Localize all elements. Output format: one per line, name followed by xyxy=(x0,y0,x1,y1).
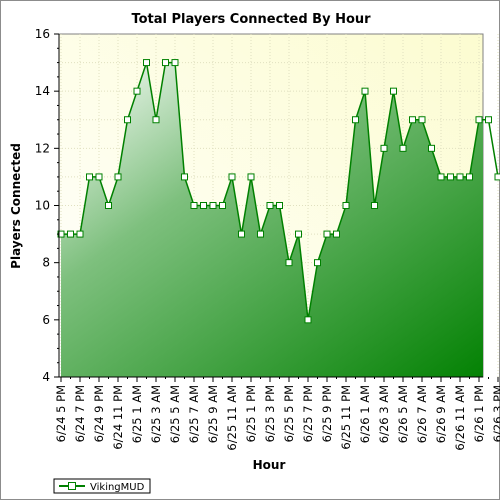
y-tick-label: 6 xyxy=(42,313,50,327)
data-point xyxy=(428,144,435,152)
legend-swatch-marker xyxy=(68,482,76,490)
series-area-vikingmud xyxy=(61,62,483,377)
data-point xyxy=(86,173,93,181)
legend-box xyxy=(53,478,151,494)
x-tick-label: 6/25 3 PM xyxy=(263,385,277,442)
data-point xyxy=(418,116,426,124)
y-tick-label: 10 xyxy=(35,199,50,213)
x-tick-label: 6/26 3 PM xyxy=(491,385,500,442)
legend: VikingMUD xyxy=(53,478,151,494)
x-axis-label: Hour xyxy=(253,458,286,472)
data-point xyxy=(409,116,416,124)
data-point xyxy=(295,230,302,238)
data-point xyxy=(247,173,255,181)
data-point xyxy=(124,116,131,124)
data-point xyxy=(209,202,217,209)
x-tick-label: 6/26 1 PM xyxy=(472,385,486,442)
data-point xyxy=(105,202,112,209)
x-tick-label: 6/25 9 AM xyxy=(206,385,220,443)
series-points xyxy=(57,59,500,324)
data-point xyxy=(342,202,350,209)
data-point xyxy=(494,173,500,181)
data-point xyxy=(76,230,84,238)
x-tick-label: 6/25 9 PM xyxy=(320,385,334,442)
data-point xyxy=(314,259,321,267)
data-point xyxy=(257,230,264,238)
x-tick-label: 6/25 3 AM xyxy=(149,385,163,443)
data-point xyxy=(456,173,464,181)
y-tick-label: 4 xyxy=(42,370,50,384)
data-point xyxy=(67,230,74,238)
x-tick-label: 6/26 7 AM xyxy=(415,385,429,443)
data-point xyxy=(447,173,454,181)
x-tick-label: 6/26 3 AM xyxy=(377,385,391,443)
y-tick-label: 12 xyxy=(35,141,50,155)
data-point xyxy=(181,173,188,181)
data-point xyxy=(152,116,160,124)
data-point xyxy=(143,59,150,67)
y-tick-label: 8 xyxy=(42,256,50,270)
x-tick-label: 6/25 1 PM xyxy=(244,385,258,442)
x-tick-label: 6/26 9 AM xyxy=(434,385,448,443)
y-axis-label: Players Connected xyxy=(9,143,23,269)
data-point xyxy=(304,316,312,324)
x-tick-label: 6/25 5 AM xyxy=(168,385,182,443)
y-tick-label: 14 xyxy=(35,84,50,98)
data-point xyxy=(485,116,492,124)
chart-title: Total Players Connected By Hour xyxy=(131,12,371,27)
data-point xyxy=(200,202,207,209)
x-tick-label: 6/25 1 AM xyxy=(130,385,144,443)
y-tick-label: 16 xyxy=(35,27,50,41)
x-tick-label: 6/24 11 PM xyxy=(111,385,125,450)
data-point xyxy=(371,202,378,209)
data-point xyxy=(352,116,359,124)
x-tick-label: 6/24 5 PM xyxy=(54,385,68,442)
y-axis-ticks: 4 6 8 10 12 14 16 xyxy=(35,27,59,384)
legend-entry-vikingmud: VikingMUD xyxy=(90,482,145,493)
data-point xyxy=(285,259,293,267)
x-tick-label: 6/25 11 PM xyxy=(339,385,353,450)
data-point xyxy=(228,173,236,181)
data-point xyxy=(190,202,198,209)
data-point xyxy=(475,116,483,124)
x-tick-label: 6/25 7 PM xyxy=(301,385,315,442)
data-point xyxy=(114,173,122,181)
data-point xyxy=(219,202,226,209)
data-point xyxy=(133,87,141,95)
data-point xyxy=(437,173,445,181)
data-point xyxy=(95,173,103,181)
x-tick-label: 6/25 5 PM xyxy=(282,385,296,442)
x-axis-ticks: 6/24 5 PM 6/24 7 PM 6/24 9 PM 6/24 11 PM 6/2… xyxy=(54,377,500,451)
x-tick-label: 6/25 7 AM xyxy=(187,385,201,443)
x-tick-label: 6/26 11 AM xyxy=(453,385,467,451)
data-point xyxy=(162,59,169,67)
x-tick-label: 6/26 1 AM xyxy=(358,385,372,443)
data-point xyxy=(466,173,473,181)
data-point xyxy=(333,230,340,238)
data-point xyxy=(266,202,274,209)
data-point xyxy=(399,144,407,152)
data-point xyxy=(276,202,283,209)
data-point xyxy=(361,87,369,95)
x-tick-label: 6/25 11 AM xyxy=(225,385,239,451)
data-point xyxy=(380,144,388,152)
x-tick-label: 6/24 9 PM xyxy=(92,385,106,442)
data-point xyxy=(390,87,397,95)
x-tick-label: 6/24 7 PM xyxy=(73,385,87,442)
data-point xyxy=(323,230,331,238)
data-point xyxy=(238,230,245,238)
x-tick-label: 6/26 5 AM xyxy=(396,385,410,443)
data-point xyxy=(171,59,179,67)
